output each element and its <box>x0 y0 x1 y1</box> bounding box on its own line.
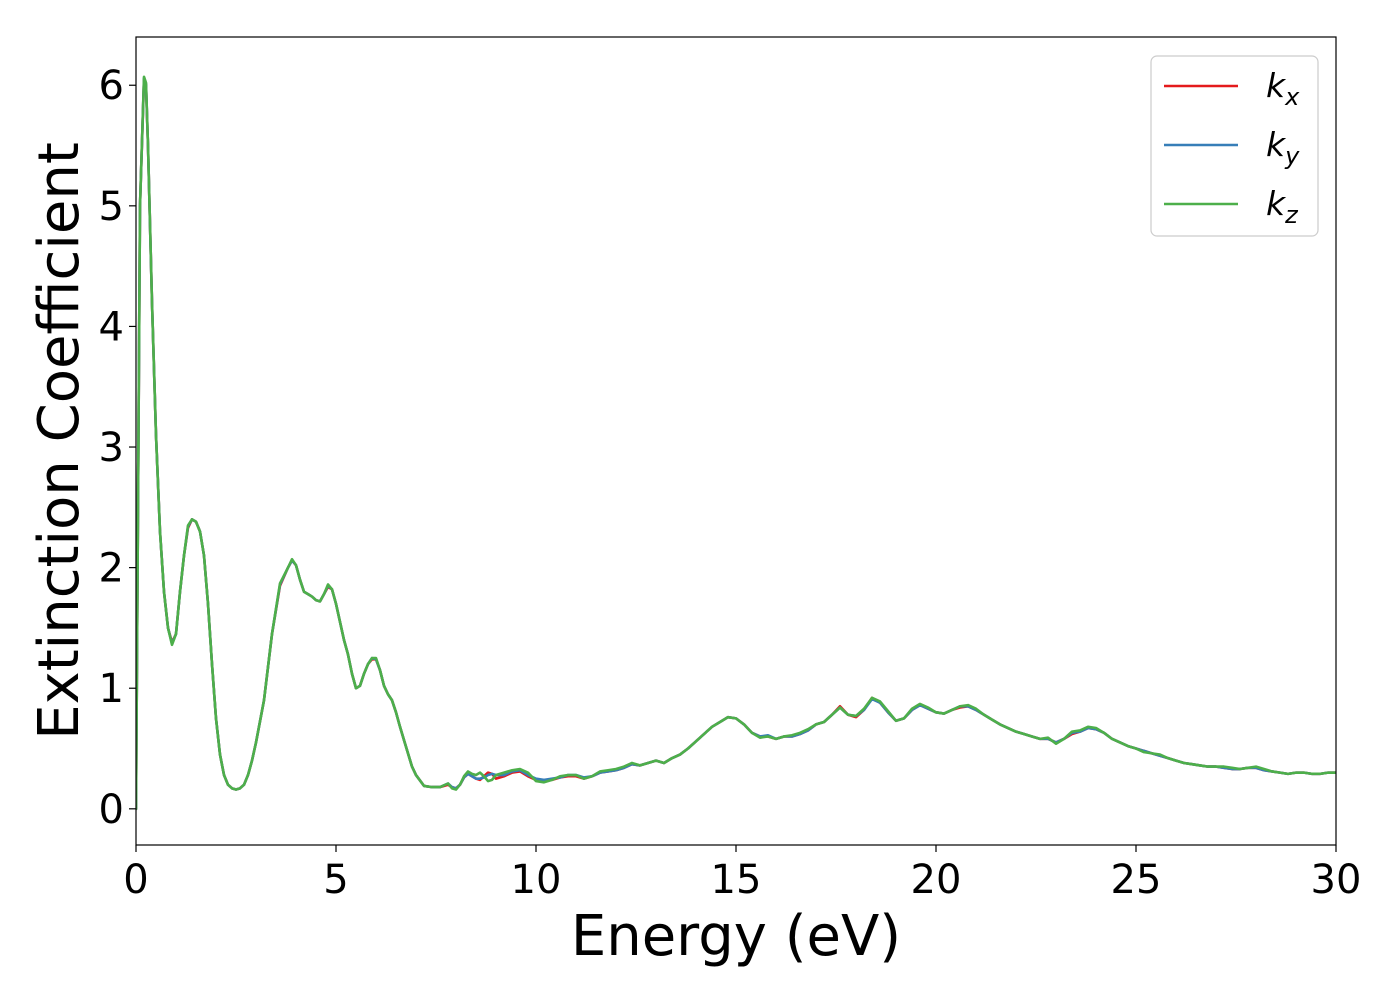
x-tick-label: 10 <box>511 857 562 903</box>
legend-label-y: ky <box>1266 125 1300 170</box>
x-axis: 0 5 10 15 20 25 30 <box>123 845 1361 903</box>
x-axis-title: Energy (eV) <box>571 904 901 969</box>
y-tick-label: 4 <box>99 304 124 350</box>
y-tick-label: 1 <box>99 666 124 712</box>
x-tick-label: 30 <box>1311 857 1362 903</box>
y-tick-label: 3 <box>99 425 124 471</box>
x-tick-label: 5 <box>323 857 348 903</box>
x-tick-label: 0 <box>123 857 148 903</box>
legend-label-z: kz <box>1266 184 1299 229</box>
plot-area <box>135 36 1337 846</box>
y-axis-title: Extinction Coefficient <box>27 142 92 740</box>
series-line-z <box>136 75 1336 811</box>
legend: kx ky kz <box>1150 55 1319 237</box>
y-tick-label: 2 <box>99 546 124 592</box>
x-tick-label: 25 <box>1111 857 1162 903</box>
y-axis: 0 1 2 3 4 5 6 <box>99 63 136 833</box>
x-tick-label: 20 <box>911 857 962 903</box>
y-tick-label: 5 <box>99 184 124 230</box>
legend-label-x: kx <box>1266 66 1300 111</box>
y-tick-label: 0 <box>99 787 124 833</box>
x-tick-label: 15 <box>711 857 762 903</box>
y-tick-label: 6 <box>99 63 124 109</box>
